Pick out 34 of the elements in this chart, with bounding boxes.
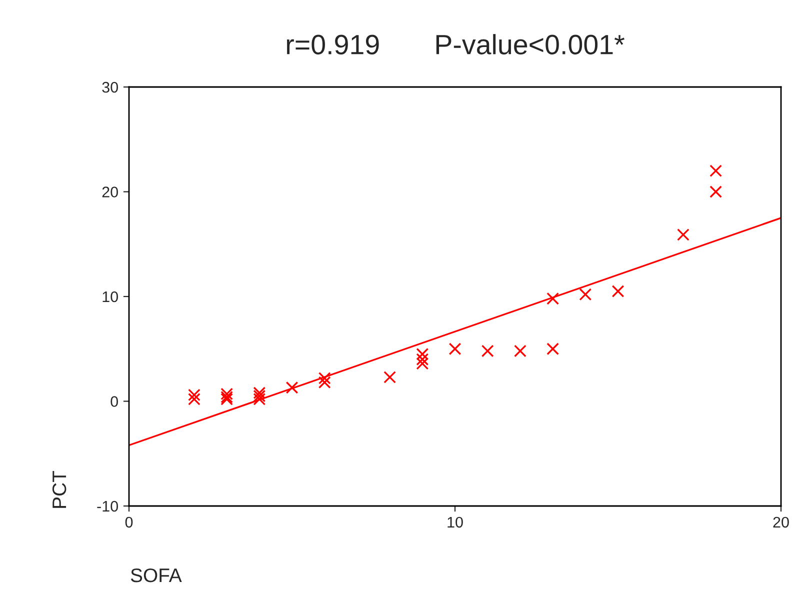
point bbox=[612, 285, 624, 298]
point bbox=[220, 388, 234, 400]
point bbox=[710, 164, 722, 178]
y-tick-label: -10 bbox=[97, 500, 118, 512]
point bbox=[579, 288, 592, 301]
point bbox=[384, 370, 396, 384]
point bbox=[188, 392, 200, 406]
point bbox=[253, 390, 266, 402]
point bbox=[416, 348, 429, 360]
point bbox=[318, 376, 331, 389]
x-tick-label: 10 bbox=[448, 516, 463, 528]
point bbox=[416, 353, 429, 366]
y-tick-label: 20 bbox=[102, 186, 118, 198]
y-axis-title: PCT bbox=[52, 471, 66, 508]
point bbox=[286, 381, 298, 394]
point bbox=[448, 342, 462, 356]
point bbox=[318, 372, 331, 384]
y-tick-label: 10 bbox=[102, 291, 118, 302]
y-tick-label: 0 bbox=[110, 396, 118, 407]
point bbox=[710, 186, 722, 198]
x-tick-label: 20 bbox=[773, 516, 789, 528]
y-tick-label: 30 bbox=[102, 82, 118, 93]
point bbox=[188, 388, 200, 402]
chart-title: r=0.919 P-value<0.001* bbox=[286, 34, 624, 54]
point bbox=[546, 292, 560, 305]
point bbox=[416, 357, 429, 370]
point bbox=[546, 342, 560, 356]
point bbox=[481, 344, 494, 358]
x-axis-title: SOFA bbox=[130, 568, 182, 582]
point bbox=[253, 386, 266, 400]
point bbox=[253, 392, 266, 406]
x-tick-label: 0 bbox=[125, 516, 133, 528]
point bbox=[676, 228, 690, 241]
point bbox=[514, 344, 526, 358]
